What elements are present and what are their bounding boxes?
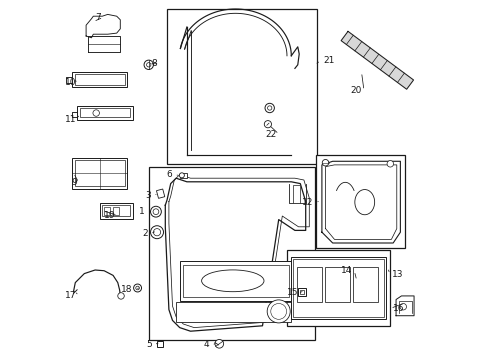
Circle shape [267, 106, 271, 110]
Bar [72, 72, 127, 87]
Bar [156, 341, 163, 347]
Polygon shape [341, 31, 413, 89]
Circle shape [266, 300, 289, 323]
Circle shape [144, 60, 153, 69]
Bar [167, 9, 316, 164]
Bar [113, 207, 119, 215]
Text: 21: 21 [322, 56, 334, 65]
Text: 12: 12 [301, 198, 312, 207]
Text: 18: 18 [121, 285, 133, 294]
Text: 3: 3 [145, 191, 151, 199]
Bar [156, 189, 164, 198]
Text: 1: 1 [139, 207, 145, 216]
Text: 15: 15 [286, 288, 298, 297]
Circle shape [153, 209, 159, 215]
Bar [75, 74, 125, 85]
Text: 16: 16 [392, 304, 403, 313]
Bar [75, 160, 124, 186]
Text: 9: 9 [71, 178, 77, 187]
Circle shape [264, 103, 274, 113]
Bar [298, 288, 305, 296]
Text: 11: 11 [65, 115, 77, 124]
Circle shape [322, 159, 328, 166]
Circle shape [118, 293, 124, 299]
Bar [299, 290, 304, 294]
Text: 5: 5 [145, 341, 151, 349]
Text: 6: 6 [166, 171, 172, 180]
Bar [316, 155, 404, 248]
Bar [176, 302, 291, 322]
Text: 13: 13 [391, 270, 403, 279]
Circle shape [146, 63, 151, 67]
Circle shape [150, 206, 161, 217]
Bar [149, 167, 314, 340]
Bar [100, 203, 133, 219]
Text: 8: 8 [151, 59, 157, 68]
Circle shape [264, 121, 271, 128]
Text: 7: 7 [95, 13, 101, 22]
Text: 2: 2 [142, 230, 148, 239]
Bar [324, 267, 349, 302]
Circle shape [136, 286, 139, 290]
Bar [352, 267, 377, 302]
Text: 19: 19 [104, 211, 115, 220]
Bar [104, 207, 109, 215]
Circle shape [153, 229, 160, 236]
Bar [183, 265, 289, 297]
Text: 14: 14 [340, 266, 351, 275]
Text: 20: 20 [350, 86, 361, 95]
Bar [293, 259, 383, 317]
Text: 17: 17 [65, 292, 77, 300]
Circle shape [399, 303, 406, 310]
Text: 4: 4 [203, 341, 209, 349]
Bar [286, 250, 389, 326]
Bar [77, 106, 133, 120]
Bar [292, 185, 300, 203]
Bar [102, 205, 130, 216]
Circle shape [270, 303, 286, 319]
Text: 10: 10 [65, 77, 77, 86]
Bar [80, 108, 130, 117]
Bar [179, 173, 186, 178]
Circle shape [386, 161, 393, 167]
Bar [179, 261, 292, 301]
Bar [296, 267, 321, 302]
Circle shape [215, 339, 223, 348]
Circle shape [150, 226, 163, 239]
Circle shape [179, 173, 184, 178]
Text: 22: 22 [265, 130, 276, 139]
Circle shape [133, 284, 141, 292]
Bar [72, 158, 127, 189]
Circle shape [93, 110, 99, 116]
Bar [291, 257, 385, 319]
